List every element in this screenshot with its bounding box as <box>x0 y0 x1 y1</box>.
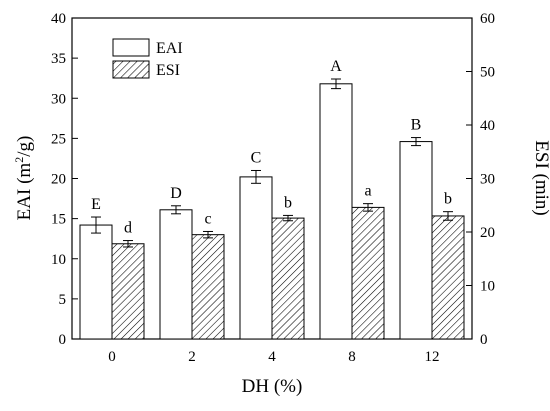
x-axis-title: DH (%) <box>242 376 303 397</box>
bar-esi <box>431 215 465 340</box>
left-tick-label: 0 <box>59 332 67 348</box>
x-tick-label: 2 <box>188 349 196 365</box>
x-tick-label: 4 <box>268 349 276 365</box>
right-axis-title: ESI (min) <box>531 140 550 215</box>
significance-label: D <box>170 185 182 202</box>
bar-eai <box>79 224 113 340</box>
right-tick-label: 10 <box>480 279 495 295</box>
legend-label-esi: ESI <box>156 62 180 79</box>
left-tick-label: 25 <box>51 131 66 147</box>
left-tick-label: 20 <box>51 172 66 188</box>
bar-esi <box>351 206 385 340</box>
legend-swatch-eai <box>112 38 150 57</box>
bar-eai <box>399 141 433 340</box>
left-tick-label: 35 <box>51 51 66 67</box>
significance-label: C <box>251 149 262 166</box>
left-axis-title: EAI (m2/g) <box>12 136 35 221</box>
left-tick-label: 10 <box>51 252 66 268</box>
bar-esi <box>271 217 305 340</box>
bar-eai <box>159 209 193 340</box>
left-tick-label: 30 <box>51 91 66 107</box>
bar-esi <box>191 234 225 340</box>
right-tick-label: 50 <box>480 65 495 81</box>
bar-eai <box>319 83 353 340</box>
x-tick-label: 0 <box>108 349 116 365</box>
significance-label: B <box>411 117 422 134</box>
legend-label-eai: EAI <box>156 40 183 57</box>
significance-label: b <box>284 194 292 211</box>
bars: E D C A Bd c b a b <box>79 58 465 340</box>
left-tick-label: 15 <box>51 212 66 228</box>
right-tick-label: 0 <box>480 332 488 348</box>
bar-eai <box>239 176 273 340</box>
significance-label: a <box>364 183 371 200</box>
legend-swatch-esi <box>112 60 150 79</box>
bar-esi <box>111 243 145 340</box>
left-axis-ticks: 0 5 10 15 20 25 30 35 40 <box>51 11 78 348</box>
x-tick-label: 12 <box>425 349 440 365</box>
significance-label: E <box>91 196 101 213</box>
significance-label: c <box>204 210 211 227</box>
right-tick-label: 60 <box>480 11 495 27</box>
significance-label: d <box>124 220 132 237</box>
x-tick-label: 8 <box>348 349 356 365</box>
right-tick-label: 30 <box>480 172 495 188</box>
right-tick-label: 20 <box>480 225 495 241</box>
significance-label: A <box>330 58 342 75</box>
left-tick-label: 5 <box>59 292 67 308</box>
legend: EAI ESI <box>112 38 183 79</box>
left-tick-label: 40 <box>51 11 66 27</box>
right-axis-ticks: 0 10 20 30 40 50 60 <box>466 11 495 348</box>
significance-label: b <box>444 191 452 208</box>
right-tick-label: 40 <box>480 118 495 134</box>
